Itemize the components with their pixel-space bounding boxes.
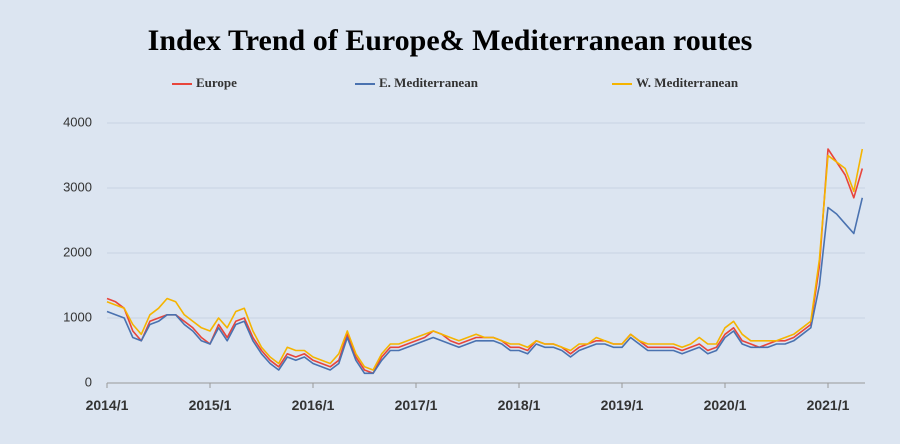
legend-label: W. Mediterranean [636,75,739,90]
x-tick-label: 2018/1 [498,397,541,413]
y-tick-label: 0 [85,374,92,389]
x-tick-label: 2017/1 [395,397,438,413]
x-tick-label: 2016/1 [292,397,335,413]
series-line [106,197,864,375]
x-tick-label: 2019/1 [601,397,644,413]
y-tick-label: 4000 [63,114,92,129]
y-tick-label: 1000 [63,309,92,324]
y-tick-label: 2000 [63,244,92,259]
x-tick-label: 2015/1 [189,397,232,413]
legend-label: Europe [196,75,237,90]
legend-label: E. Mediterranean [379,75,479,90]
y-tick-label: 3000 [63,179,92,194]
x-tick-label: 2014/1 [86,397,129,413]
x-tick-label: 2021/1 [807,397,850,413]
chart-title: Index Trend of Europe& Mediterranean rou… [148,24,753,57]
series-line [106,148,864,371]
x-tick-label: 2020/1 [704,397,747,413]
